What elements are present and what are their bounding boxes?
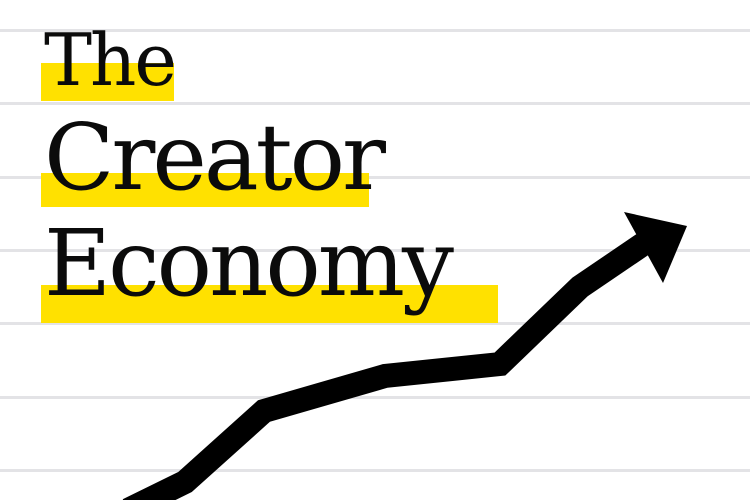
- trend-arrow-shaft: [128, 236, 655, 500]
